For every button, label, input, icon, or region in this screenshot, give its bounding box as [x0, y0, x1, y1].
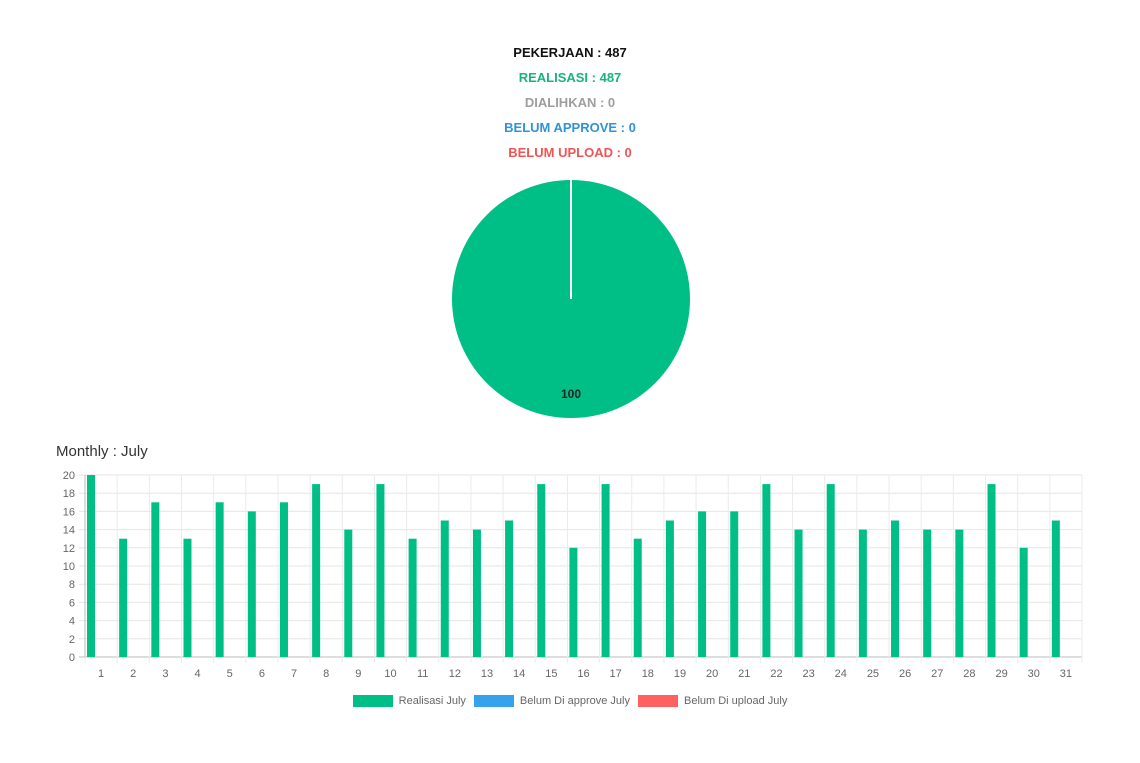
- bar[interactable]: [730, 511, 739, 657]
- monthly-title: Monthly : July: [56, 443, 148, 460]
- y-tick-label: 8: [69, 579, 75, 591]
- legend-swatch: [637, 695, 678, 707]
- x-tick-label: 5: [227, 668, 233, 680]
- y-tick-label: 16: [63, 506, 75, 518]
- bar[interactable]: [762, 484, 771, 657]
- bar[interactable]: [472, 529, 481, 657]
- legend-item[interactable]: Belum Di upload July: [637, 695, 788, 707]
- x-tick-label: 19: [674, 668, 686, 680]
- bar[interactable]: [537, 484, 546, 657]
- x-tick-label: 10: [384, 668, 396, 680]
- x-tick-label: 29: [995, 668, 1007, 680]
- y-tick-label: 12: [63, 543, 75, 555]
- y-tick-label: 2: [69, 634, 75, 646]
- y-tick-label: 6: [69, 597, 75, 609]
- bar[interactable]: [119, 538, 128, 657]
- legend-swatch: [352, 695, 393, 707]
- legend-label: Belum Di upload July: [683, 695, 788, 707]
- bar[interactable]: [826, 484, 835, 657]
- legend-label: Realisasi July: [398, 695, 466, 707]
- y-tick-label: 4: [69, 616, 75, 628]
- x-tick-label: 28: [963, 668, 975, 680]
- belum-approve-count: BELUM APPROVE : 0: [504, 120, 636, 135]
- bar[interactable]: [569, 547, 578, 657]
- bar[interactable]: [794, 529, 803, 657]
- bar[interactable]: [505, 520, 514, 658]
- x-tick-label: 25: [867, 668, 879, 680]
- x-tick-label: 18: [642, 668, 654, 680]
- bar[interactable]: [183, 538, 192, 657]
- bar[interactable]: [665, 520, 674, 658]
- x-tick-label: 24: [835, 668, 847, 680]
- x-tick-label: 27: [931, 668, 943, 680]
- y-tick-label: 0: [69, 652, 75, 664]
- x-tick-label: 21: [738, 668, 750, 680]
- legend-item[interactable]: Belum Di approve July: [473, 695, 630, 707]
- x-tick-label: 4: [195, 668, 201, 680]
- bar[interactable]: [891, 520, 900, 658]
- bar[interactable]: [279, 502, 288, 657]
- legend-item[interactable]: Realisasi July: [352, 695, 466, 707]
- bar[interactable]: [1051, 520, 1060, 658]
- y-tick-label: 18: [63, 488, 75, 500]
- bar[interactable]: [858, 529, 867, 657]
- bar[interactable]: [376, 484, 385, 657]
- bar[interactable]: [601, 484, 610, 657]
- bar[interactable]: [987, 484, 996, 657]
- x-tick-label: 30: [1028, 668, 1040, 680]
- bar[interactable]: [312, 484, 321, 657]
- summary-panel: PEKERJAAN : 487 REALISASI : 487 DIALIHKA…: [0, 44, 1140, 169]
- x-tick-label: 12: [449, 668, 461, 680]
- belum-upload-count: BELUM UPLOAD : 0: [508, 145, 632, 160]
- bar[interactable]: [344, 529, 353, 657]
- bar[interactable]: [923, 529, 932, 657]
- x-tick-label: 13: [481, 668, 493, 680]
- x-tick-label: 22: [770, 668, 782, 680]
- pie-chart: 100: [452, 180, 690, 418]
- x-tick-label: 11: [417, 668, 428, 680]
- bar[interactable]: [1019, 547, 1028, 657]
- bar[interactable]: [633, 538, 642, 657]
- bar[interactable]: [151, 502, 160, 657]
- realisasi-count: REALISASI : 487: [518, 70, 622, 85]
- legend-swatch: [473, 695, 514, 707]
- x-tick-label: 2: [130, 668, 136, 680]
- x-tick-label: 23: [803, 668, 815, 680]
- bar[interactable]: [698, 511, 707, 657]
- x-tick-label: 17: [610, 668, 622, 680]
- y-tick-label: 20: [63, 470, 75, 482]
- bar[interactable]: [87, 475, 95, 657]
- x-tick-label: 6: [259, 668, 265, 680]
- chart-legend: Realisasi July Belum Di approve July Belum…: [0, 695, 1140, 710]
- x-tick-label: 20: [706, 668, 718, 680]
- y-tick-label: 14: [63, 525, 75, 537]
- x-tick-label: 8: [323, 668, 329, 680]
- x-tick-label: 26: [899, 668, 911, 680]
- x-tick-label: 15: [545, 668, 557, 680]
- x-tick-label: 14: [513, 668, 525, 680]
- x-tick-label: 16: [577, 668, 589, 680]
- x-tick-label: 9: [355, 668, 361, 680]
- pie-slice-label: 100: [561, 387, 581, 401]
- pekerjaan-count: PEKERJAAN : 487: [513, 45, 627, 60]
- dialihkan-count: DIALIHKAN : 0: [524, 95, 616, 110]
- bar[interactable]: [440, 520, 449, 658]
- x-tick-label: 7: [291, 668, 297, 680]
- y-tick-label: 10: [63, 561, 75, 573]
- x-tick-label: 31: [1060, 668, 1072, 680]
- bar[interactable]: [247, 511, 256, 657]
- bar[interactable]: [955, 529, 964, 657]
- legend-label: Belum Di approve July: [519, 695, 630, 707]
- x-tick-label: 1: [98, 668, 104, 680]
- bar[interactable]: [408, 538, 417, 657]
- x-tick-label: 3: [162, 668, 168, 680]
- bar[interactable]: [215, 502, 224, 657]
